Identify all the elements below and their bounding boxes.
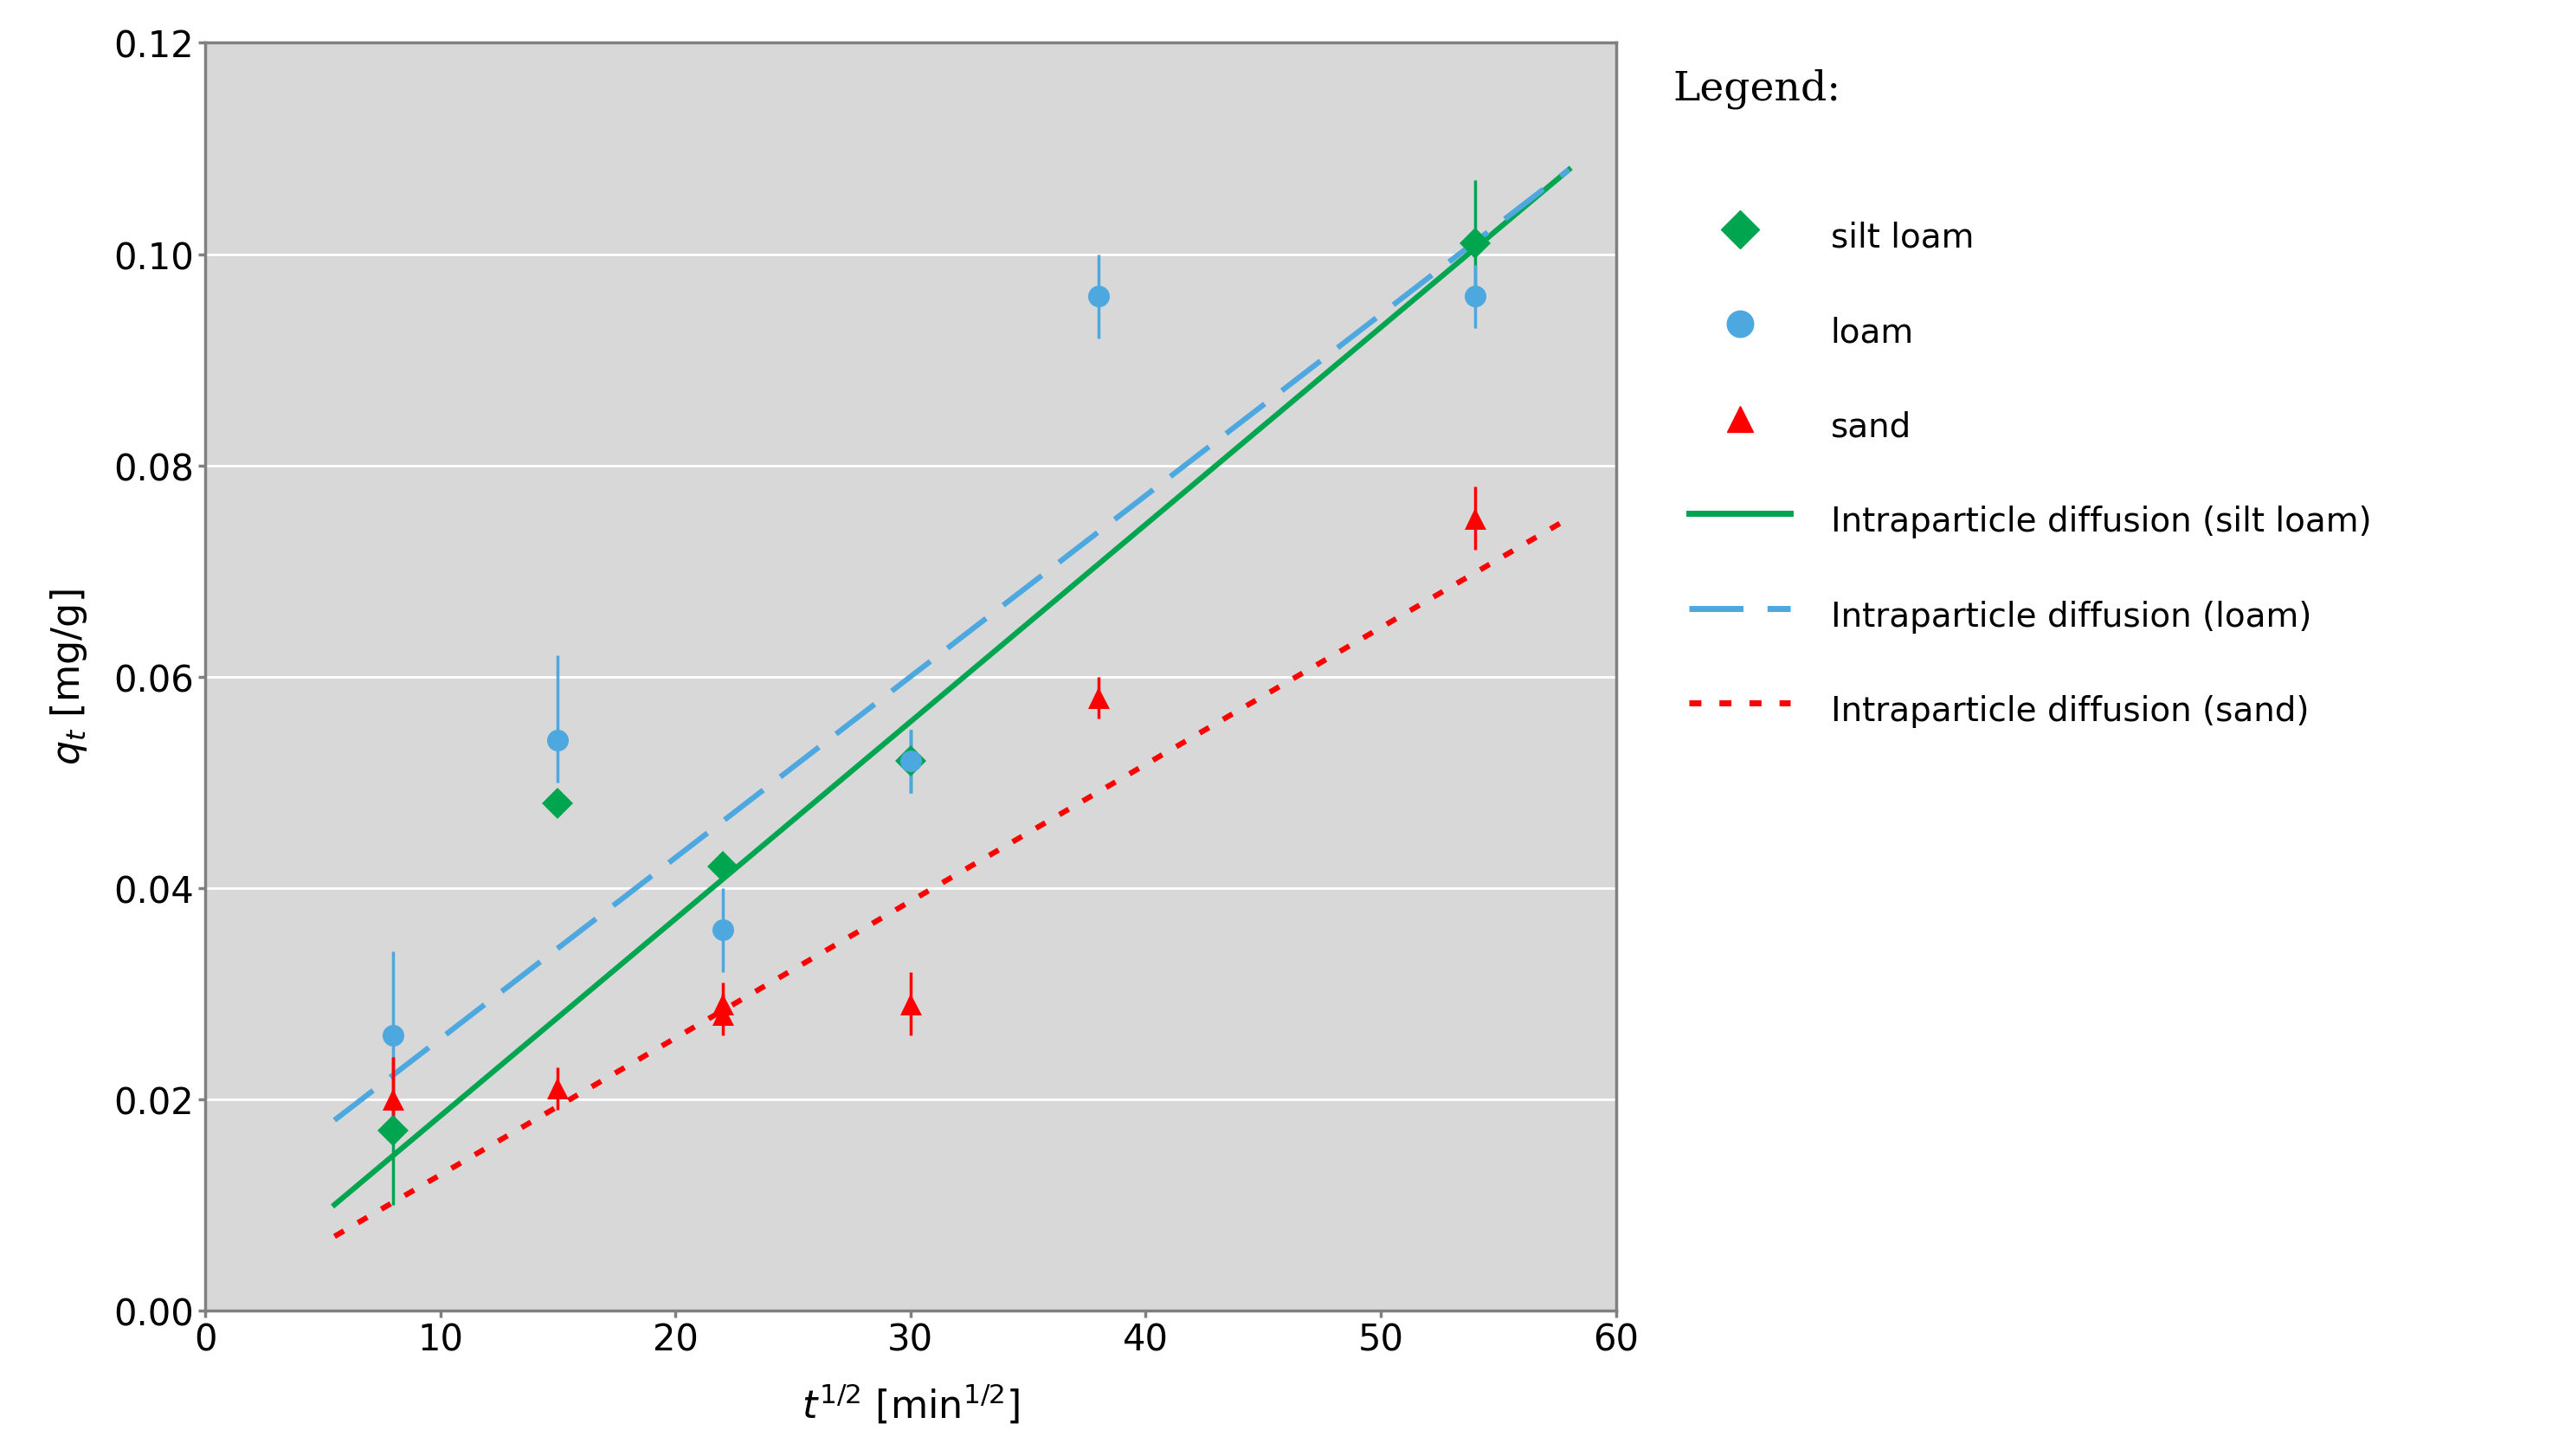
Legend: silt loam, loam, sand, Intraparticle diffusion (silt loam), Intraparticle diffus: silt loam, loam, sand, Intraparticle dif… [1690,213,2370,734]
X-axis label: $t^{1/2}$ [min$^{1/2}$]: $t^{1/2}$ [min$^{1/2}$] [800,1382,1021,1425]
Text: Legend:: Legend: [1672,68,1842,109]
Y-axis label: $q_t$ [mg/g]: $q_t$ [mg/g] [49,590,90,764]
